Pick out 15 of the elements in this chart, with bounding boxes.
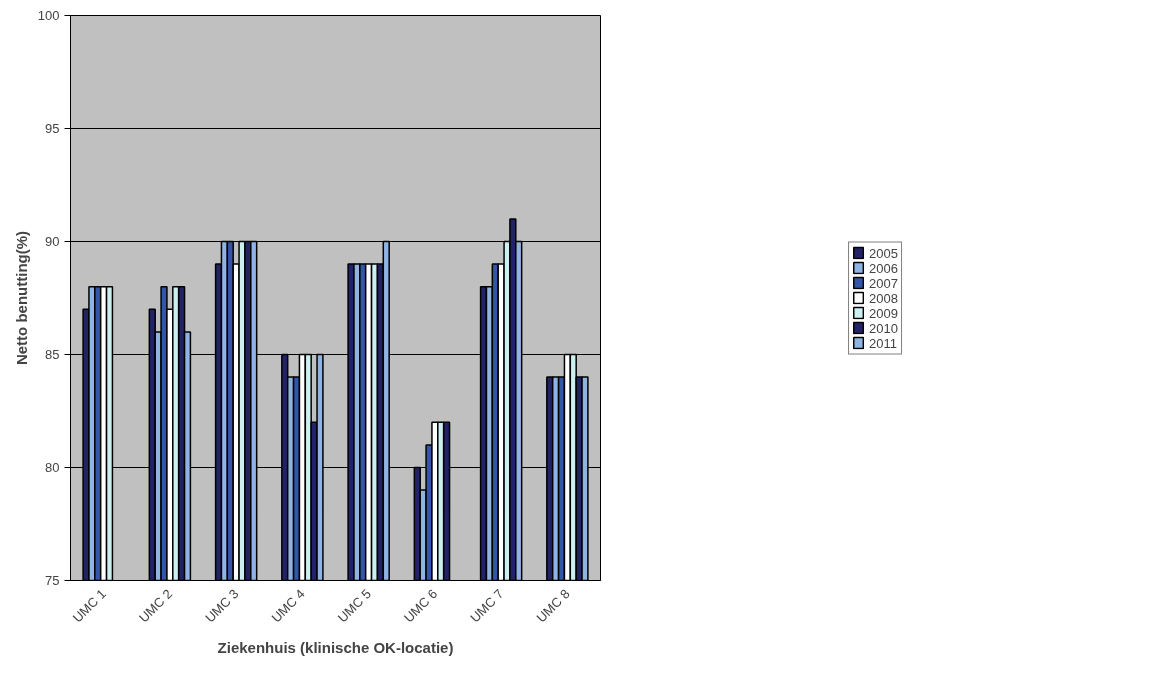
legend-label: 2008 — [869, 290, 898, 305]
legend-label: 2011 — [869, 335, 898, 350]
y-tick-label: 90 — [45, 234, 60, 249]
x-axis-title: Ziekenhuis (klinische OK-locatie) — [217, 638, 454, 656]
legend-label: 2005 — [869, 245, 898, 260]
y-tick-label: 75 — [45, 573, 60, 588]
y-tick-label: 95 — [45, 121, 60, 136]
legend-label: 2009 — [869, 305, 898, 320]
y-tick-label: 80 — [45, 460, 60, 475]
y-tick-label: 85 — [45, 347, 60, 362]
legend-label: 2010 — [869, 320, 898, 335]
y-tick-label: 100 — [37, 8, 60, 23]
legend-label: 2006 — [869, 260, 898, 275]
y-axis-title: Netto benutting(%) — [12, 230, 30, 366]
legend-label: 2007 — [869, 275, 898, 290]
